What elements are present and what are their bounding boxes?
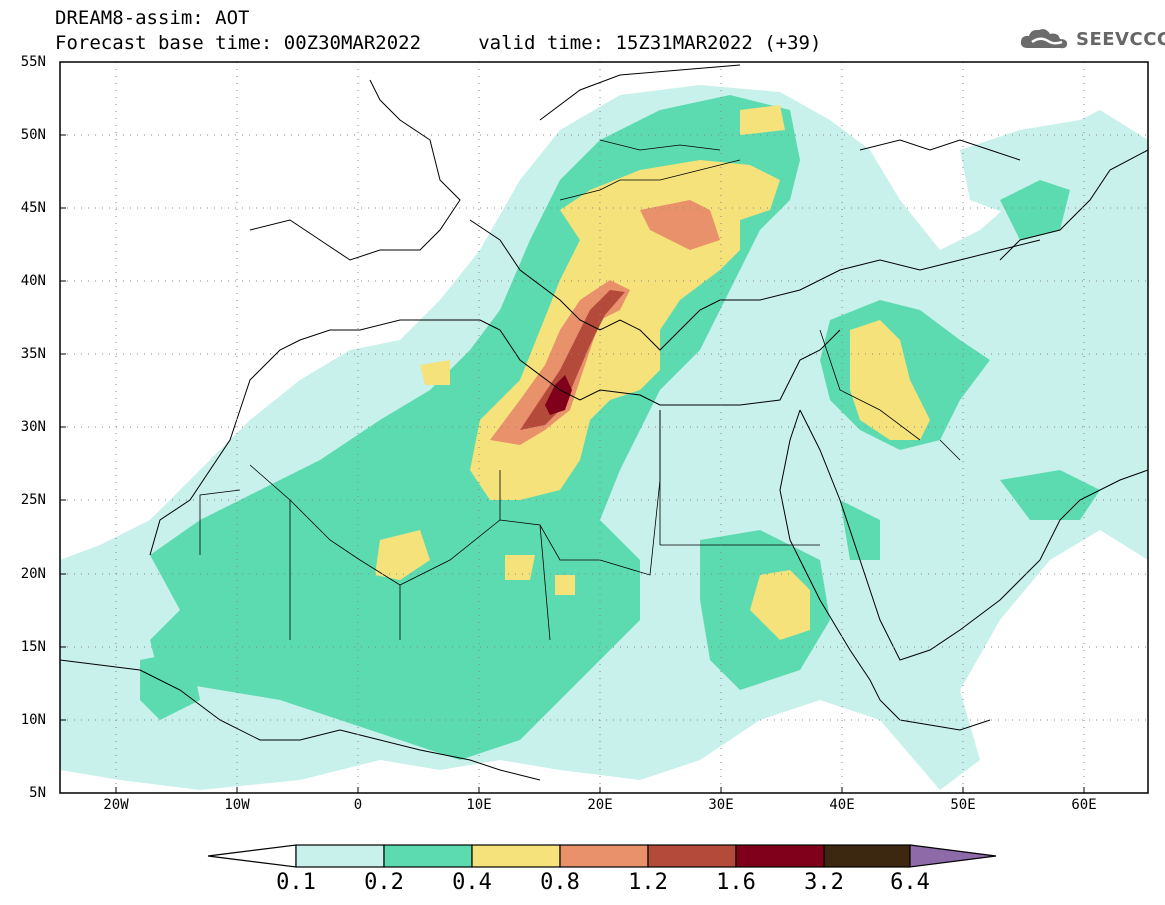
seevccc-logo: SEEVCCC bbox=[1018, 26, 1165, 52]
aot-level-1-2 bbox=[520, 290, 625, 430]
colorbar-label: 1.6 bbox=[716, 870, 756, 895]
colorbar-label: 1.2 bbox=[628, 870, 668, 895]
lat-label: 15N bbox=[20, 639, 46, 655]
cloud-icon bbox=[1020, 29, 1068, 49]
colorbar-label: 6.4 bbox=[890, 870, 930, 895]
country-borders bbox=[199, 139, 961, 641]
lon-label: 50E bbox=[950, 797, 976, 813]
aot-level-1-6 bbox=[545, 375, 572, 415]
lat-label: 45N bbox=[20, 200, 46, 216]
lat-label: 55N bbox=[20, 54, 46, 70]
lon-label: 0 bbox=[353, 797, 363, 813]
colorbar-label: 0.1 bbox=[276, 870, 316, 895]
axis-ticks bbox=[60, 61, 1085, 793]
lat-label: 35N bbox=[20, 346, 46, 362]
lon-label: 40E bbox=[829, 797, 855, 813]
lon-label: 10E bbox=[466, 797, 492, 813]
lat-label: 20N bbox=[20, 566, 46, 582]
lon-label: 10W bbox=[224, 797, 250, 813]
colorbar-label: 0.4 bbox=[452, 870, 492, 895]
aot-field bbox=[60, 64, 1148, 790]
lat-label: 30N bbox=[20, 419, 46, 435]
lon-label: 20E bbox=[587, 797, 613, 813]
forecast-time-line: Forecast base time: 00Z30MAR2022 valid t… bbox=[55, 32, 822, 54]
colorbar-label: 0.8 bbox=[540, 870, 580, 895]
lon-label: 30E bbox=[708, 797, 734, 813]
lat-label: 25N bbox=[20, 492, 46, 508]
lat-label: 40N bbox=[20, 273, 46, 289]
lon-label: 60E bbox=[1071, 797, 1097, 813]
lat-label: 50N bbox=[20, 127, 46, 143]
map-title: DREAM8-assim: AOT bbox=[55, 7, 250, 29]
logo-text: SEEVCCC bbox=[1076, 28, 1165, 50]
lat-label: 10N bbox=[20, 712, 46, 728]
lon-label: 20W bbox=[103, 797, 129, 813]
colorbar-label: 3.2 bbox=[804, 870, 844, 895]
colorbar-label: 0.2 bbox=[364, 870, 404, 895]
lat-label: 5N bbox=[29, 785, 46, 801]
coastlines bbox=[60, 64, 1148, 781]
graticule bbox=[60, 62, 1148, 793]
